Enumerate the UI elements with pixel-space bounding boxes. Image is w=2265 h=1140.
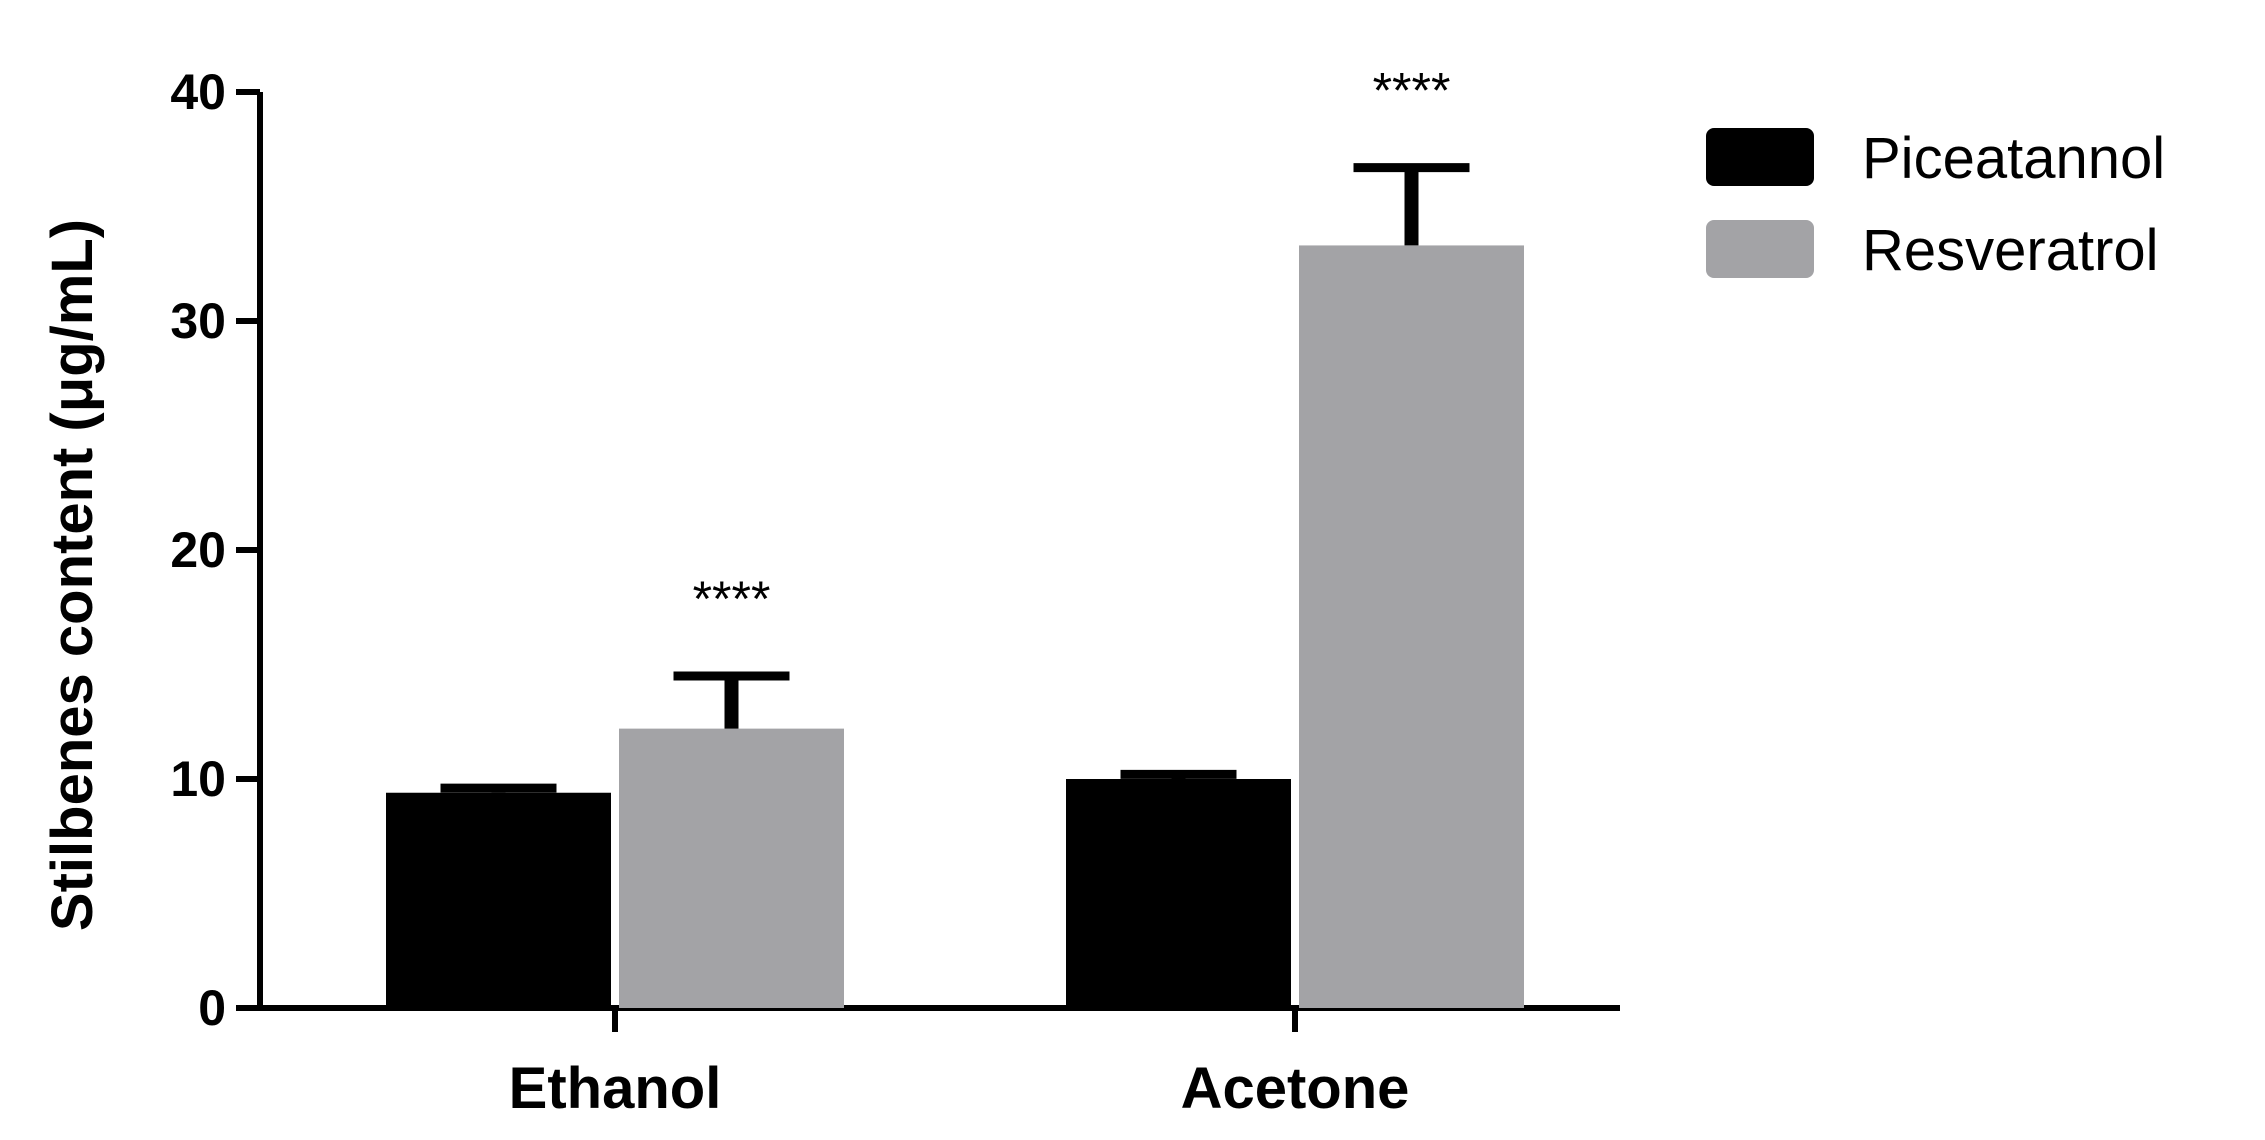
bar-resveratrol (619, 728, 844, 1008)
error-bars-group (440, 163, 1470, 793)
significance-annotation: **** (1373, 63, 1451, 119)
legend-swatch-resveratrol (1706, 220, 1814, 278)
legend-label-resveratrol: Resveratrol (1862, 218, 2159, 283)
legend-label-piceatannol: Piceatannol (1862, 126, 2165, 191)
y-tick-label: 30 (170, 293, 226, 349)
y-tick-label: 20 (170, 522, 226, 578)
bar-piceatannol (1066, 779, 1291, 1008)
bars-group (386, 245, 1524, 1008)
annotations-group: **** **** (693, 63, 1451, 627)
bar-resveratrol (1299, 245, 1524, 1008)
y-axis-title-group: Stilbenes content (μg/mL) (40, 219, 105, 931)
legend: Piceatannol Resveratrol (1706, 126, 2165, 283)
x-category-label: Acetone (1181, 1056, 1410, 1121)
legend-swatch-piceatannol (1706, 128, 1814, 186)
bar-piceatannol (386, 792, 611, 1008)
significance-annotation: **** (693, 571, 771, 627)
y-tick-label: 40 (170, 64, 226, 120)
x-category-label: Ethanol (509, 1056, 722, 1121)
y-tick-label: 10 (170, 751, 226, 807)
y-tick-label: 0 (198, 980, 226, 1036)
y-axis-title: Stilbenes content (μg/mL) (40, 219, 105, 931)
